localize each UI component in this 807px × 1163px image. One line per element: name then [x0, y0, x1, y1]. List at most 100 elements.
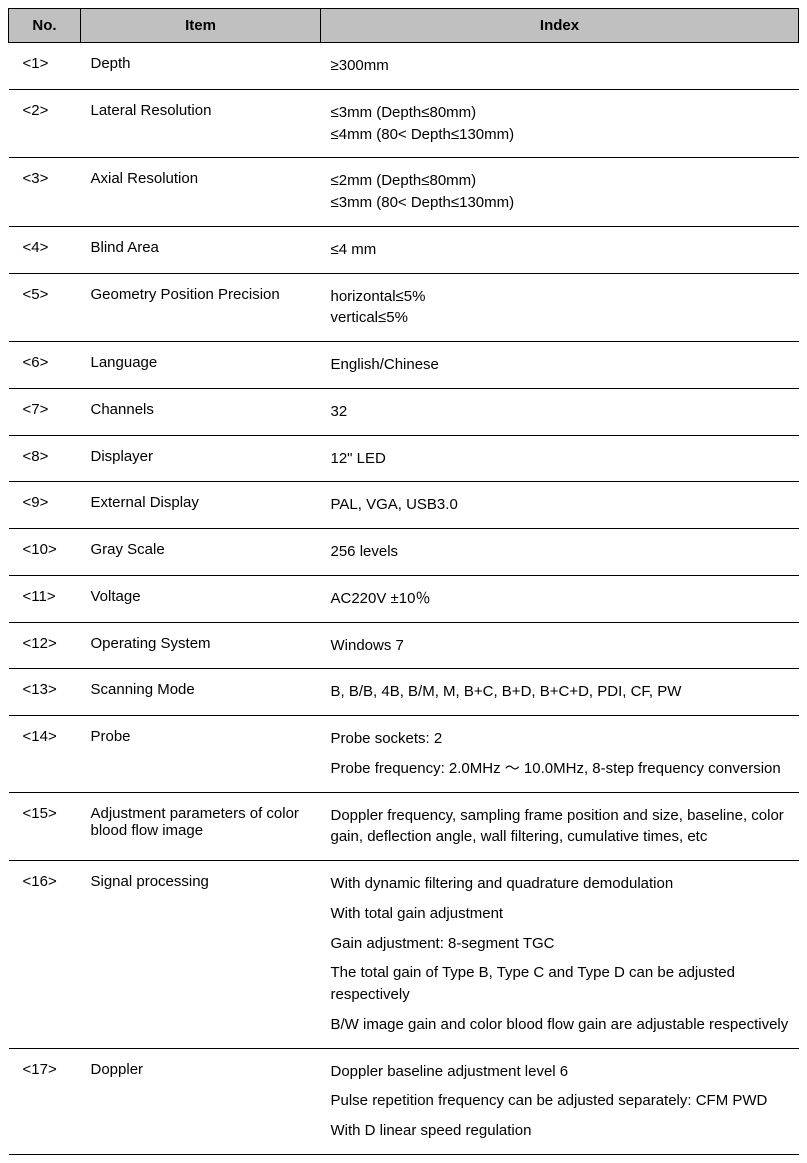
table-header-row: No. Item Index: [9, 9, 799, 43]
cell-index: ≤3mm (Depth≤80mm)≤4mm (80< Depth≤130mm): [321, 89, 799, 158]
header-index: Index: [321, 9, 799, 43]
cell-index: With dynamic filtering and quadrature de…: [321, 861, 799, 1049]
cell-index: B, B/B, 4B, B/M, M, B+C, B+D, B+C+D, PDI…: [321, 669, 799, 716]
cell-index: Doppler baseline adjustment level 6 Pulse…: [321, 1048, 799, 1154]
header-item: Item: [81, 9, 321, 43]
table-row: <11>Voltage AC220V ±10％: [9, 575, 799, 622]
cell-item: Lateral Resolution: [81, 89, 321, 158]
cell-index: 32: [321, 388, 799, 435]
table-row: <8>Displayer 12" LED: [9, 435, 799, 482]
cell-index: horizontal≤5%vertical≤5%: [321, 273, 799, 342]
header-no: No.: [9, 9, 81, 43]
index-paragraph: With total gain adjustment: [331, 903, 789, 925]
cell-item: External Display: [81, 482, 321, 529]
table-row: <17>DopplerDoppler baseline adjustment l…: [9, 1048, 799, 1154]
index-paragraph: Pulse repetition frequency can be adjust…: [331, 1090, 789, 1112]
cell-index: ≤2mm (Depth≤80mm)≤3mm (80< Depth≤130mm): [321, 158, 799, 227]
index-line: horizontal≤5%: [331, 286, 789, 308]
cell-no: <7>: [9, 388, 81, 435]
index-line: Windows 7: [331, 635, 789, 657]
index-line: Doppler frequency, sampling frame positi…: [331, 805, 789, 849]
index-line: ≤3mm (80< Depth≤130mm): [331, 192, 789, 214]
cell-no: <14>: [9, 716, 81, 793]
cell-index: AC220V ±10％: [321, 575, 799, 622]
cell-no: <6>: [9, 342, 81, 389]
index-paragraph: The total gain of Type B, Type C and Typ…: [331, 962, 789, 1006]
table-row: <5>Geometry Position Precisionhorizontal…: [9, 273, 799, 342]
index-line: AC220V ±10％: [331, 588, 789, 610]
cell-index: Probe sockets: 2 Probe frequency: 2.0MHz …: [321, 716, 799, 793]
cell-item: Scanning Mode: [81, 669, 321, 716]
table-row: <4>Blind Area ≤4 mm: [9, 226, 799, 273]
cell-item: Geometry Position Precision: [81, 273, 321, 342]
table-row: <9>External Display PAL, VGA, USB3.0: [9, 482, 799, 529]
cell-no: <15>: [9, 792, 81, 861]
index-line: vertical≤5%: [331, 307, 789, 329]
cell-item: Blind Area: [81, 226, 321, 273]
index-paragraph: Probe sockets: 2: [331, 728, 789, 750]
cell-item: Doppler: [81, 1048, 321, 1154]
index-line: B, B/B, 4B, B/M, M, B+C, B+D, B+C+D, PDI…: [331, 681, 789, 703]
index-line: 32: [331, 401, 789, 423]
cell-no: <8>: [9, 435, 81, 482]
cell-no: <17>: [9, 1048, 81, 1154]
table-row: <13>Scanning Mode B, B/B, 4B, B/M, M, B+C…: [9, 669, 799, 716]
table-row: <16>Signal processingWith dynamic filter…: [9, 861, 799, 1049]
cell-item: Gray Scale: [81, 529, 321, 576]
cell-no: <4>: [9, 226, 81, 273]
index-paragraph: Doppler baseline adjustment level 6: [331, 1061, 789, 1083]
index-line: ≤4mm (80< Depth≤130mm): [331, 124, 789, 146]
cell-index: 12" LED: [321, 435, 799, 482]
cell-item: Depth: [81, 43, 321, 90]
cell-no: <16>: [9, 861, 81, 1049]
table-row: <12>Operating System Windows 7: [9, 622, 799, 669]
index-line: PAL, VGA, USB3.0: [331, 494, 789, 516]
cell-no: <2>: [9, 89, 81, 158]
index-line: ≥300mm: [331, 55, 789, 77]
cell-index: PAL, VGA, USB3.0: [321, 482, 799, 529]
index-line: 256 levels: [331, 541, 789, 563]
cell-no: <13>: [9, 669, 81, 716]
table-body: <1>Depth≥300mm<2>Lateral Resolution≤3mm …: [9, 43, 799, 1155]
cell-item: Axial Resolution: [81, 158, 321, 227]
cell-item: Signal processing: [81, 861, 321, 1049]
index-line: ≤4 mm: [331, 239, 789, 261]
index-line: English/Chinese: [331, 354, 789, 376]
cell-index: ≥300mm: [321, 43, 799, 90]
table-row: <7>Channels 32: [9, 388, 799, 435]
index-paragraph: Gain adjustment: 8-segment TGC: [331, 933, 789, 955]
index-paragraph: With D linear speed regulation: [331, 1120, 789, 1142]
table-row: <6>Language English/Chinese: [9, 342, 799, 389]
cell-no: <5>: [9, 273, 81, 342]
cell-item: Adjustment parameters of color blood flo…: [81, 792, 321, 861]
cell-index: ≤4 mm: [321, 226, 799, 273]
index-paragraph: Probe frequency: 2.0MHz ～ 10.0MHz, 8-ste…: [331, 758, 789, 780]
table-row: <15>Adjustment parameters of color blood…: [9, 792, 799, 861]
cell-no: <11>: [9, 575, 81, 622]
cell-item: Probe: [81, 716, 321, 793]
spec-table: No. Item Index <1>Depth ≥300mm <2>Lateral …: [8, 8, 799, 1155]
cell-item: Displayer: [81, 435, 321, 482]
index-paragraph: B/W image gain and color blood flow gain…: [331, 1014, 789, 1036]
cell-index: English/Chinese: [321, 342, 799, 389]
cell-item: Operating System: [81, 622, 321, 669]
table-row: <3>Axial Resolution≤2mm (Depth≤80mm)≤3mm…: [9, 158, 799, 227]
cell-item: Language: [81, 342, 321, 389]
cell-item: Voltage: [81, 575, 321, 622]
table-row: <10>Gray Scale 256 levels: [9, 529, 799, 576]
table-row: <14>Probe Probe sockets: 2 Probe frequency…: [9, 716, 799, 793]
cell-no: <3>: [9, 158, 81, 227]
cell-no: <1>: [9, 43, 81, 90]
cell-index: Doppler frequency, sampling frame positi…: [321, 792, 799, 861]
cell-item: Channels: [81, 388, 321, 435]
index-line: ≤2mm (Depth≤80mm): [331, 170, 789, 192]
cell-index: Windows 7: [321, 622, 799, 669]
index-line: 12" LED: [331, 448, 789, 470]
table-row: <2>Lateral Resolution≤3mm (Depth≤80mm)≤4…: [9, 89, 799, 158]
cell-index: 256 levels: [321, 529, 799, 576]
cell-no: <9>: [9, 482, 81, 529]
cell-no: <10>: [9, 529, 81, 576]
cell-no: <12>: [9, 622, 81, 669]
index-line: ≤3mm (Depth≤80mm): [331, 102, 789, 124]
table-row: <1>Depth ≥300mm: [9, 43, 799, 90]
